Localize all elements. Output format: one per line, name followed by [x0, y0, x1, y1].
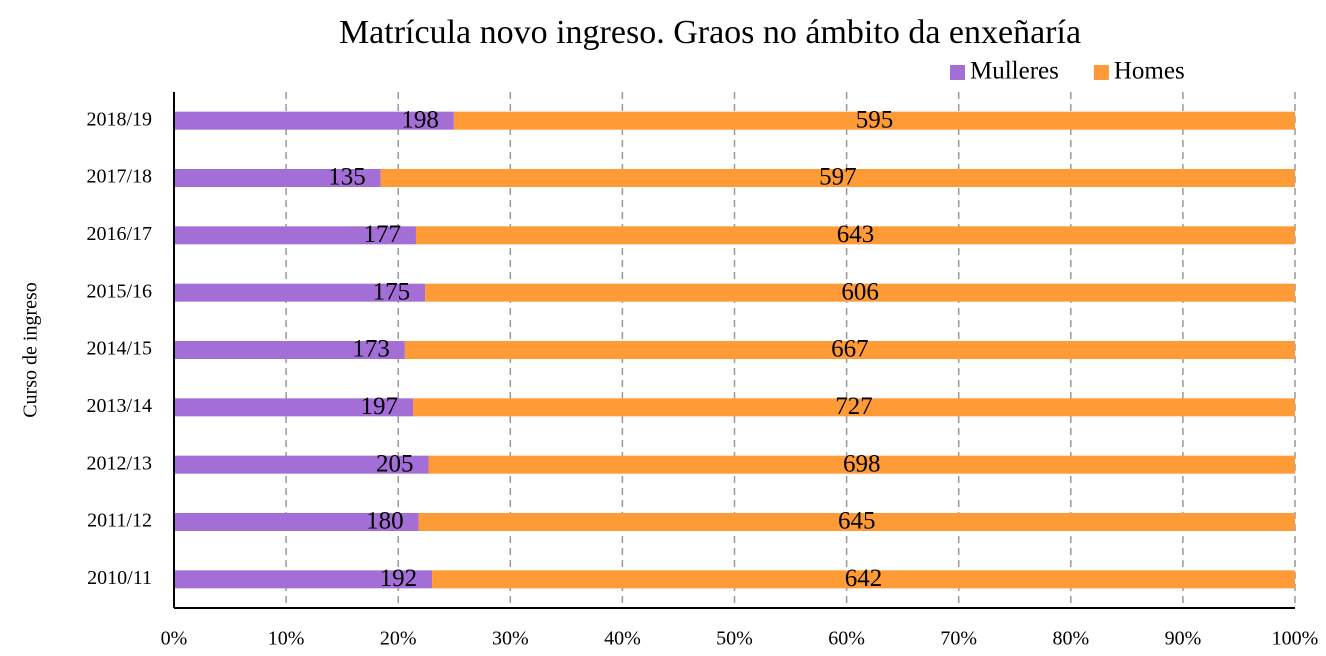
bar-segment — [174, 111, 454, 130]
x-tick-label: 50% — [716, 628, 753, 650]
data-label: 135 — [328, 164, 366, 191]
bar-segment — [174, 283, 426, 302]
data-label: 606 — [841, 278, 879, 305]
bar-segment — [174, 398, 414, 417]
bar-segment — [174, 226, 416, 245]
bar-segment — [418, 513, 1296, 531]
data-label: 597 — [819, 164, 857, 191]
data-label: 643 — [837, 221, 875, 248]
chart-title: Matrícula novo ingreso. Graos no ámbito … — [339, 14, 1081, 51]
bar-segment — [432, 570, 1296, 589]
legend-label: Homes — [1114, 58, 1185, 85]
data-label: 175 — [373, 278, 411, 305]
x-tick-label: 70% — [940, 628, 977, 650]
legend-swatch — [1093, 65, 1109, 80]
y-tick-label: 2010/11 — [87, 567, 152, 589]
data-label: 698 — [843, 450, 881, 477]
bar-segment — [413, 398, 1295, 417]
data-label: 727 — [835, 393, 873, 420]
x-tick-label: 0% — [161, 628, 188, 650]
bar-segment — [174, 341, 405, 359]
legend-label: Mulleres — [970, 58, 1059, 85]
bar-segment — [404, 341, 1295, 359]
x-tick-label: 90% — [1165, 628, 1202, 650]
data-label: 595 — [856, 106, 894, 133]
y-tick-label: 2011/12 — [87, 510, 152, 532]
legend-swatch — [950, 65, 965, 80]
x-tick-label: 20% — [380, 628, 417, 650]
y-tick-label: 2018/19 — [86, 108, 152, 130]
y-tick-label: 2013/14 — [86, 395, 152, 417]
x-tick-label: 40% — [604, 628, 641, 650]
data-label: 197 — [361, 393, 399, 420]
bar-segment — [174, 169, 381, 187]
x-tick-label: 100% — [1272, 628, 1319, 650]
bar-segment — [428, 455, 1295, 474]
data-label: 645 — [838, 508, 876, 535]
x-tick-label: 80% — [1052, 628, 1089, 650]
y-tick-label: 2014/15 — [86, 338, 152, 360]
bar-segment — [415, 226, 1296, 245]
bar-segment — [174, 455, 429, 474]
data-label: 192 — [380, 565, 418, 592]
data-label: 198 — [401, 106, 439, 133]
y-tick-label: 2016/17 — [86, 223, 152, 245]
y-axis-label: Curso de ingreso — [20, 282, 42, 418]
x-tick-label: 60% — [828, 628, 865, 650]
bar-segment — [380, 169, 1295, 187]
data-label: 173 — [352, 336, 390, 363]
bar-segment — [425, 283, 1295, 302]
data-label: 177 — [363, 221, 401, 248]
y-tick-label: 2012/13 — [86, 452, 152, 474]
x-tick-label: 10% — [268, 628, 305, 650]
y-tick-label: 2015/16 — [86, 280, 152, 302]
bar-segment — [174, 570, 433, 589]
bar-segment — [453, 111, 1295, 130]
x-tick-label: 30% — [492, 628, 529, 650]
data-label: 180 — [366, 508, 404, 535]
data-label: 642 — [845, 565, 883, 592]
y-tick-label: 2017/18 — [86, 166, 152, 188]
data-label: 667 — [831, 336, 869, 363]
data-label: 205 — [376, 450, 414, 477]
bar-segment — [174, 513, 419, 531]
